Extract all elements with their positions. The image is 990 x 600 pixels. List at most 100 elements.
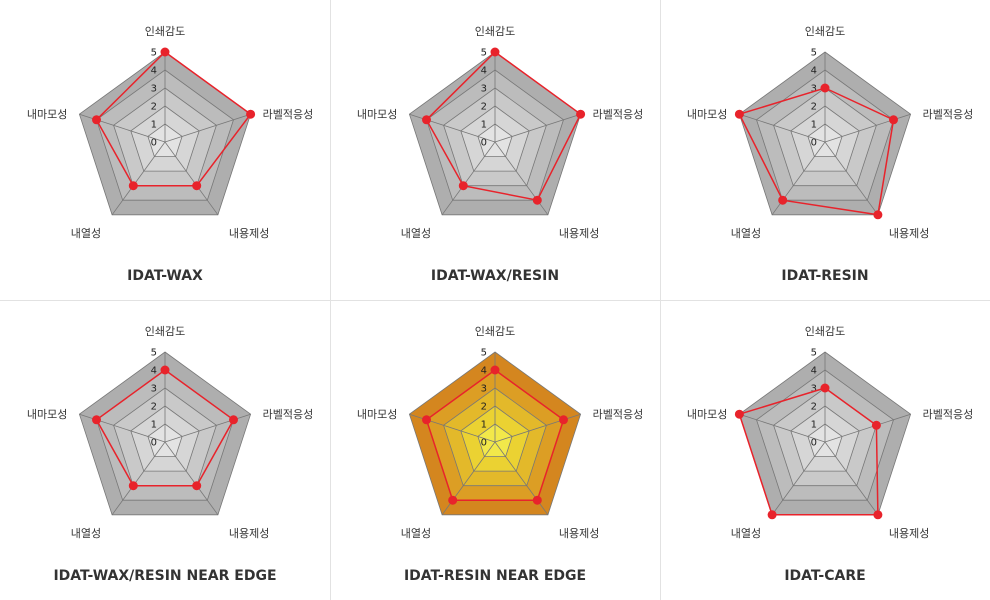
radar-data-point [422, 115, 431, 125]
chart-title: IDAT-RESIN NEAR EDGE [404, 568, 586, 584]
radar-tick-label: 2 [811, 402, 817, 413]
radar-chart-panel: 0 1 2 3 4 5 인쇄감도 라벨적응성 내용제성 내열성 내마모성 IDAT-WAX [0, 0, 330, 300]
radar-tick-label: 3 [151, 384, 157, 395]
radar-spoke [739, 413, 826, 443]
radar-spoke [111, 141, 166, 216]
radar-axis-label: 내마모성 [27, 108, 67, 121]
radar-tick-label: 5 [811, 348, 817, 359]
radar-data-point [734, 109, 744, 119]
radar-axis-label: 내열성 [401, 227, 431, 240]
radar-axis-label: 내열성 [401, 527, 431, 540]
radar-axis-label: 라벨적응성 [923, 108, 974, 121]
chart-title: IDAT-CARE [784, 568, 865, 584]
radar-tick-label: 3 [811, 384, 817, 395]
radar-data-point [873, 210, 883, 220]
radar-axis-label: 내용제성 [559, 227, 599, 240]
radar-tick-label: 0 [481, 438, 487, 449]
radar-data-point [734, 409, 744, 419]
radar-axis-label: 인쇄감도 [145, 25, 185, 38]
radar-axis-label: 내마모성 [357, 408, 397, 421]
radar-data-point [128, 481, 138, 491]
radar-data-point [422, 415, 431, 425]
radar-tick-label: 0 [481, 138, 487, 149]
chart-title: IDAT-RESIN [781, 268, 868, 284]
radar-tick-label: 1 [151, 420, 157, 431]
chart-title: IDAT-WAX/RESIN NEAR EDGE [53, 568, 276, 584]
radar-tick-label: 1 [811, 420, 817, 431]
radar-tick-label: 4 [811, 66, 817, 77]
radar-tick-label: 4 [151, 366, 157, 377]
radar-chart-panel: 0 1 2 3 4 5 인쇄감도 라벨적응성 내용제성 내열성 내마모성 IDAT-RESIN NEA… [330, 300, 660, 600]
radar-chart-panel: 0 1 2 3 4 5 인쇄감도 라벨적응성 내용제성 내열성 내마모성 IDAT-CARE [660, 300, 990, 600]
radar-tick-label: 1 [151, 120, 157, 131]
radar-series-line [95, 369, 235, 487]
radar-series-line [425, 51, 582, 202]
radar-tick-label: 3 [151, 84, 157, 95]
radar-series-line [95, 51, 252, 187]
radar-axis-label: 내마모성 [357, 108, 397, 121]
radar-spoke [824, 141, 879, 216]
radar-data-point [92, 415, 101, 425]
radar-data-point [820, 383, 830, 393]
radar-data-point [246, 109, 256, 119]
radar-data-point [559, 415, 568, 425]
radar-series-line [425, 369, 565, 501]
radar-axis-label: 내마모성 [687, 108, 727, 121]
radar-tick-label: 5 [811, 48, 817, 59]
radar-tick-label: 4 [481, 66, 487, 77]
radar-axis-label: 내용제성 [229, 527, 269, 540]
radar-tick-label: 0 [811, 438, 817, 449]
radar-data-point [873, 510, 883, 520]
radar-tick-label: 1 [481, 420, 487, 431]
radar-tick-label: 0 [811, 138, 817, 149]
radar-data-point [192, 481, 202, 491]
radar-tick-label: 4 [481, 366, 487, 377]
radar-data-point [767, 510, 777, 520]
radar-tick-label: 0 [151, 138, 157, 149]
radar-series-line [738, 387, 879, 516]
radar-data-point [778, 195, 788, 205]
radar-tick-label: 1 [811, 120, 817, 131]
radar-axis-label: 라벨적응성 [593, 108, 644, 121]
radar-tick-label: 5 [481, 48, 487, 59]
radar-tick-label: 2 [151, 102, 157, 113]
radar-axis-label: 라벨적응성 [263, 108, 314, 121]
radar-spoke [111, 441, 166, 516]
radar-tick-label: 2 [481, 102, 487, 113]
radar-tick-label: 3 [811, 84, 817, 95]
radar-tick-label: 3 [481, 384, 487, 395]
radar-tick-label: 2 [151, 402, 157, 413]
radar-axis-label: 내용제성 [229, 227, 269, 240]
radar-data-point [160, 365, 170, 375]
radar-spoke [164, 113, 251, 143]
radar-chart-panel: 0 1 2 3 4 5 인쇄감도 라벨적응성 내용제성 내열성 내마모성 IDAT-WAX/RESIN [330, 0, 660, 300]
radar-axis-label: 내마모성 [27, 408, 67, 421]
radar-axis-label: 내용제성 [889, 227, 929, 240]
radar-tick-label: 4 [811, 366, 817, 377]
radar-tick-label: 2 [811, 102, 817, 113]
radar-data-point [871, 420, 881, 430]
radar-data-point [458, 181, 468, 191]
radar-tick-label: 5 [151, 348, 157, 359]
radar-data-point [820, 83, 830, 93]
radar-data-point [490, 365, 500, 375]
radar-spoke [824, 441, 879, 516]
radar-axis-label: 내열성 [71, 227, 101, 240]
chart-title: IDAT-WAX [127, 268, 203, 284]
radar-axis-label: 인쇄감도 [805, 25, 845, 38]
radar-axis-label: 내용제성 [559, 527, 599, 540]
radar-axis-label: 내마모성 [687, 408, 727, 421]
radar-tick-label: 2 [481, 402, 487, 413]
radar-data-point [229, 415, 238, 425]
radar-data-point [448, 495, 458, 505]
radar-chart-panel: 0 1 2 3 4 5 인쇄감도 라벨적응성 내용제성 내열성 내마모성 IDAT-WAX/RESIN… [0, 300, 330, 600]
radar-data-point [889, 115, 898, 125]
radar-axis-label: 라벨적응성 [923, 408, 974, 421]
radar-tick-label: 5 [151, 48, 157, 59]
radar-spoke [164, 141, 219, 216]
radar-data-point [160, 47, 170, 57]
